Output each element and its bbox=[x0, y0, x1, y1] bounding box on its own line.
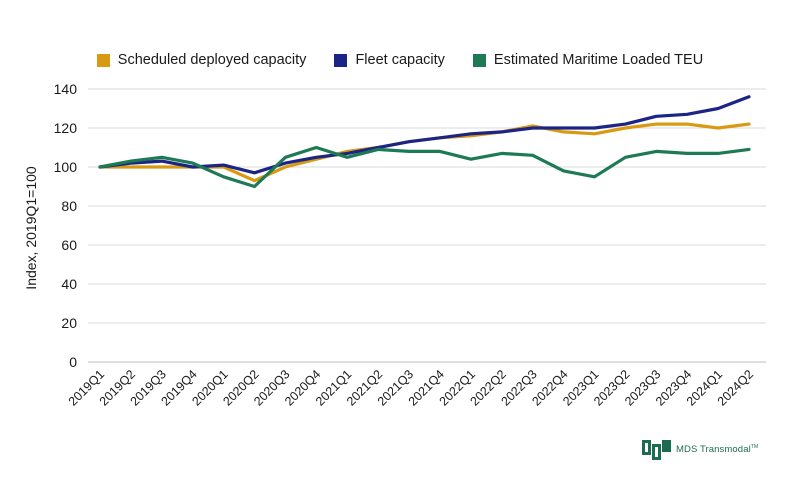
series-lines bbox=[98, 95, 751, 189]
y-tick-labels: 0 20 40 60 80 100 120 140 bbox=[54, 81, 78, 370]
y-tick-label: 0 bbox=[69, 354, 77, 370]
legend-label: Estimated Maritime Loaded TEU bbox=[493, 52, 704, 68]
y-tick-label: 120 bbox=[54, 120, 78, 136]
mds-logo-icon bbox=[642, 440, 671, 460]
x-tick-labels: 2019Q12019Q22019Q32019Q42020Q12020Q22020… bbox=[66, 367, 756, 408]
legend-item-1: Scheduled deployed capacity bbox=[96, 52, 307, 68]
logo-text: MDS TransmodalTM bbox=[676, 443, 759, 455]
legend-label: Fleet capacity bbox=[355, 52, 445, 68]
legend-swatch bbox=[96, 53, 110, 67]
y-tick-label: 80 bbox=[61, 198, 77, 214]
series-line-2 bbox=[98, 95, 751, 175]
legend-swatch bbox=[472, 53, 486, 67]
mds-transmodal-logo: MDS TransmodalTM bbox=[642, 438, 758, 460]
y-axis-label: Index, 2019Q1=100 bbox=[23, 166, 39, 290]
legend-item-2: Fleet capacity bbox=[334, 52, 445, 68]
y-tick-label: 40 bbox=[61, 276, 77, 292]
legend-label: Scheduled deployed capacity bbox=[117, 52, 307, 68]
series-line-3 bbox=[98, 145, 751, 189]
legend-item-3: Estimated Maritime Loaded TEU bbox=[472, 52, 704, 68]
y-tick-label: 60 bbox=[61, 237, 77, 253]
y-tick-label: 140 bbox=[54, 81, 78, 97]
gridlines bbox=[88, 88, 766, 363]
y-tick-label: 20 bbox=[61, 315, 77, 331]
legend: Scheduled deployed capacity Fleet capacit… bbox=[0, 52, 800, 68]
y-tick-label: 100 bbox=[54, 159, 78, 175]
legend-swatch bbox=[334, 53, 348, 67]
